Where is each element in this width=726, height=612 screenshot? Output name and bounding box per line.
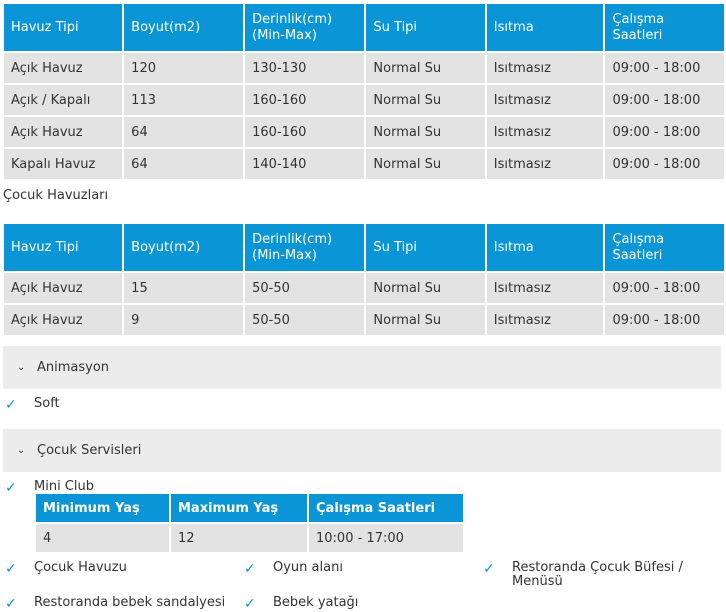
cell: 64 [124, 149, 244, 179]
cell: 09:00 - 18:00 [605, 273, 724, 303]
mini-club-table: Minimum Yaş Maximum Yaş Çalışma Saatleri… [34, 492, 465, 554]
check-icon: ✓ [5, 561, 17, 577]
check-icon: ✓ [483, 561, 495, 577]
list-item-continued: Menüsü [512, 574, 563, 589]
check-icon: ✓ [244, 561, 256, 577]
cell: Isıtmasız [486, 305, 604, 335]
cell: 15 [124, 273, 244, 303]
cell: Normal Su [366, 149, 485, 179]
kids-pools-title: Çocuk Havuzları [3, 188, 109, 203]
cell: 160-160 [245, 117, 365, 147]
cell: Açık Havuz [4, 273, 123, 303]
col-water-type: Su Tipi [366, 224, 485, 271]
col-min-age: Minimum Yaş [36, 494, 169, 522]
cell: Normal Su [366, 305, 485, 335]
cell: 12 [171, 524, 307, 552]
col-size: Boyut(m2) [124, 224, 244, 271]
cell: 09:00 - 18:00 [605, 305, 724, 335]
cell: 09:00 - 18:00 [605, 53, 724, 83]
check-icon: ✓ [5, 480, 17, 496]
col-heating: Isıtma [486, 4, 604, 51]
list-item: Çocuk Havuzu [34, 560, 127, 575]
kids-pool-table: Havuz Tipi Boyut(m2) Derinlik(cm) (Min-Ma… [2, 222, 726, 337]
accordion-kids-services[interactable]: ⌄ Çocuk Servisleri [3, 429, 721, 472]
col-heating: Isıtma [486, 224, 604, 271]
cell: Isıtmasız [486, 53, 604, 83]
pool-table-header: Havuz Tipi Boyut(m2) Derinlik(cm) (Min-Ma… [4, 4, 724, 51]
cell: 09:00 - 18:00 [605, 117, 724, 147]
accordion-animation[interactable]: ⌄ Animasyon [3, 346, 721, 389]
col-hours: Çalışma Saatleri [605, 224, 724, 271]
chevron-down-icon: ⌄ [17, 362, 26, 373]
col-size: Boyut(m2) [124, 4, 244, 51]
cell: Normal Su [366, 117, 485, 147]
table-row: Açık Havuz 9 50-50 Normal Su Isıtmasız 0… [4, 305, 724, 335]
col-pool-type: Havuz Tipi [4, 224, 123, 271]
table-row: Kapalı Havuz 64 140-140 Normal Su Isıtma… [4, 149, 724, 179]
cell: 160-160 [245, 85, 365, 115]
table-row: Açık Havuz 15 50-50 Normal Su Isıtmasız … [4, 273, 724, 303]
col-depth: Derinlik(cm) (Min-Max) [245, 224, 365, 271]
cell: 9 [124, 305, 244, 335]
col-water-type: Su Tipi [366, 4, 485, 51]
accordion-title: Çocuk Servisleri [37, 443, 142, 458]
cell: 09:00 - 18:00 [605, 85, 724, 115]
col-pool-type: Havuz Tipi [4, 4, 123, 51]
cell: Normal Su [366, 53, 485, 83]
list-item: Restoranda bebek sandalyesi [34, 595, 226, 610]
cell: 140-140 [245, 149, 365, 179]
list-item: Restoranda Çocuk Büfesi / [512, 560, 683, 575]
col-depth: Derinlik(cm) (Min-Max) [245, 4, 365, 51]
pool-table: Havuz Tipi Boyut(m2) Derinlik(cm) (Min-Ma… [2, 2, 726, 181]
cell: 50-50 [245, 273, 365, 303]
cell: Isıtmasız [486, 273, 604, 303]
chevron-down-icon: ⌄ [17, 445, 26, 456]
cell: 50-50 [245, 305, 365, 335]
mini-club-header: Minimum Yaş Maximum Yaş Çalışma Saatleri [36, 494, 463, 522]
cell: Normal Su [366, 85, 485, 115]
col-max-age: Maximum Yaş [171, 494, 307, 522]
list-item: Bebek yatağı [273, 595, 359, 610]
cell: 130-130 [245, 53, 365, 83]
cell: Açık Havuz [4, 305, 123, 335]
table-row: Açık Havuz 64 160-160 Normal Su Isıtması… [4, 117, 724, 147]
accordion-title: Animasyon [37, 360, 110, 375]
col-hours: Çalışma Saatleri [309, 494, 463, 522]
table-row: 4 12 10:00 - 17:00 [36, 524, 463, 552]
cell: Açık Havuz [4, 117, 123, 147]
list-item: Oyun alanı [273, 560, 343, 575]
check-icon: ✓ [5, 397, 17, 413]
cell: Isıtmasız [486, 149, 604, 179]
cell: Isıtmasız [486, 117, 604, 147]
check-icon: ✓ [5, 596, 17, 612]
list-item-mini-club: Mini Club [34, 479, 94, 494]
cell: 10:00 - 17:00 [309, 524, 463, 552]
cell: 64 [124, 117, 244, 147]
cell: Açık Havuz [4, 53, 123, 83]
table-row: Açık Havuz 120 130-130 Normal Su Isıtmas… [4, 53, 724, 83]
cell: Isıtmasız [486, 85, 604, 115]
cell: 09:00 - 18:00 [605, 149, 724, 179]
check-icon: ✓ [244, 596, 256, 612]
cell: Açık / Kapalı [4, 85, 123, 115]
cell: 4 [36, 524, 169, 552]
cell: 113 [124, 85, 244, 115]
cell: Normal Su [366, 273, 485, 303]
list-item: Soft [34, 396, 60, 411]
table-row: Açık / Kapalı 113 160-160 Normal Su Isıt… [4, 85, 724, 115]
kids-pool-table-header: Havuz Tipi Boyut(m2) Derinlik(cm) (Min-Ma… [4, 224, 724, 271]
cell: 120 [124, 53, 244, 83]
cell: Kapalı Havuz [4, 149, 123, 179]
col-hours: Çalışma Saatleri [605, 4, 724, 51]
